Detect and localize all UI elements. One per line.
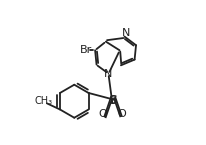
Text: N: N — [104, 69, 112, 79]
Text: S: S — [108, 94, 117, 107]
Text: O: O — [117, 109, 126, 119]
Text: Br: Br — [80, 45, 92, 55]
Text: CH₃: CH₃ — [34, 96, 53, 106]
Text: N: N — [122, 28, 130, 38]
Text: O: O — [99, 109, 107, 119]
